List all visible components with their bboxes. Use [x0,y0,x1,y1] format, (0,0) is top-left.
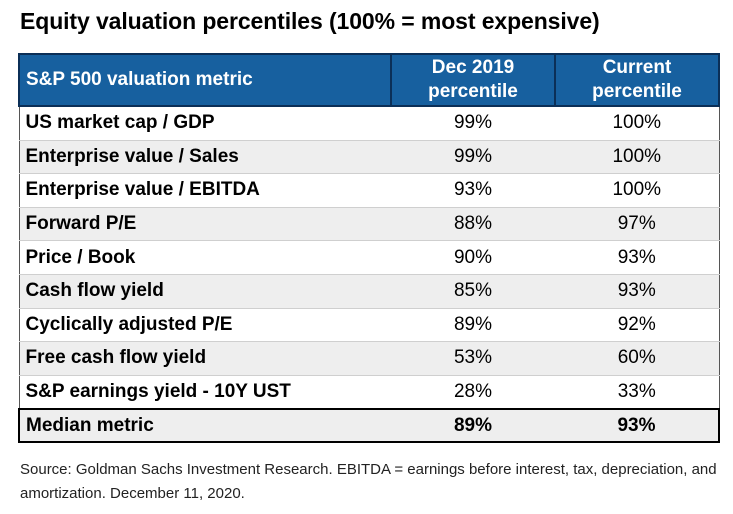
table-row: Forward P/E 88% 97% [19,207,719,242]
row-dec-2019-value: 89% [391,308,555,343]
header-dec-2019: Dec 2019 percentile [390,53,556,107]
row-metric-label: Free cash flow yield [19,341,391,376]
row-dec-2019-value: 90% [391,240,555,275]
row-current-value: 100% [555,140,719,175]
median-row: Median metric 89% 93% [19,408,719,444]
table-row: US market cap / GDP 99% 100% [19,106,719,141]
row-metric-label: US market cap / GDP [19,106,391,141]
row-current-value: 92% [555,308,719,343]
row-dec-2019-value: 99% [391,106,555,141]
row-metric-label: Enterprise value / Sales [19,140,391,175]
row-dec-2019-value: 53% [391,341,555,376]
row-metric-label: Cash flow yield [19,274,391,309]
row-metric-label: S&P earnings yield - 10Y UST [19,375,391,410]
median-current: 93% [555,408,719,444]
chart-title: Equity valuation percentiles (100% = mos… [20,8,600,34]
table-header: S&P 500 valuation metric Dec 2019 percent… [18,53,720,107]
header-row: S&P 500 valuation metric Dec 2019 percent… [18,53,720,107]
row-metric-label: Price / Book [19,240,391,275]
row-dec-2019-value: 99% [391,140,555,175]
row-dec-2019-value: 93% [391,173,555,208]
median-metric-label: Median metric [19,408,391,444]
row-metric-label: Forward P/E [19,207,391,242]
row-current-value: 93% [555,274,719,309]
median-dec-2019: 89% [391,408,555,444]
row-current-value: 97% [555,207,719,242]
row-current-value: 33% [555,375,719,410]
table-footer: Median metric 89% 93% [19,408,719,444]
source-note: Source: Goldman Sachs Investment Researc… [20,461,717,502]
row-current-value: 100% [555,106,719,141]
header-metric: S&P 500 valuation metric [18,53,392,107]
table-row: Enterprise value / EBITDA 93% 100% [19,173,719,208]
row-current-value: 60% [555,341,719,376]
table-row: S&P earnings yield - 10Y UST 28% 33% [19,375,719,410]
table-row: Free cash flow yield 53% 60% [19,341,719,376]
row-dec-2019-value: 85% [391,274,555,309]
row-dec-2019-value: 28% [391,375,555,410]
table-row: Enterprise value / Sales 99% 100% [19,140,719,175]
table-row: Cyclically adjusted P/E 89% 92% [19,308,719,343]
row-current-value: 100% [555,173,719,208]
header-current: Current percentile [554,53,720,107]
table-row: Price / Book 90% 93% [19,240,719,275]
row-dec-2019-value: 88% [391,207,555,242]
row-current-value: 93% [555,240,719,275]
valuation-table: S&P 500 valuation metric Dec 2019 percent… [18,53,720,444]
row-metric-label: Cyclically adjusted P/E [19,308,391,343]
table-body: US market cap / GDP 99% 100% Enterprise val… [19,106,719,410]
table-row: Cash flow yield 85% 93% [19,274,719,309]
row-metric-label: Enterprise value / EBITDA [19,173,391,208]
valuation-table-container: S&P 500 valuation metric Dec 2019 percent… [18,53,720,444]
